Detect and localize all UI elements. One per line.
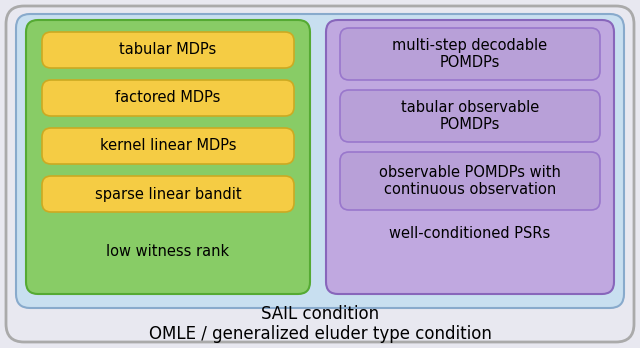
Text: tabular MDPs: tabular MDPs bbox=[120, 42, 216, 57]
Text: factored MDPs: factored MDPs bbox=[115, 90, 221, 105]
Text: sparse linear bandit: sparse linear bandit bbox=[95, 187, 241, 201]
Text: well-conditioned PSRs: well-conditioned PSRs bbox=[389, 227, 550, 242]
FancyBboxPatch shape bbox=[42, 80, 294, 116]
FancyBboxPatch shape bbox=[16, 14, 624, 308]
Text: tabular observable
POMDPs: tabular observable POMDPs bbox=[401, 100, 539, 132]
Text: SAIL condition: SAIL condition bbox=[261, 305, 379, 323]
FancyBboxPatch shape bbox=[340, 28, 600, 80]
Text: multi-step decodable
POMDPs: multi-step decodable POMDPs bbox=[392, 38, 548, 70]
Text: kernel linear MDPs: kernel linear MDPs bbox=[100, 139, 236, 153]
FancyBboxPatch shape bbox=[42, 128, 294, 164]
FancyBboxPatch shape bbox=[42, 32, 294, 68]
Text: observable POMDPs with
continuous observation: observable POMDPs with continuous observ… bbox=[379, 165, 561, 197]
FancyBboxPatch shape bbox=[42, 176, 294, 212]
Text: low witness rank: low witness rank bbox=[106, 245, 230, 260]
Text: OMLE / generalized eluder type condition: OMLE / generalized eluder type condition bbox=[148, 325, 492, 343]
FancyBboxPatch shape bbox=[340, 90, 600, 142]
FancyBboxPatch shape bbox=[326, 20, 614, 294]
FancyBboxPatch shape bbox=[6, 6, 634, 342]
FancyBboxPatch shape bbox=[26, 20, 310, 294]
FancyBboxPatch shape bbox=[340, 152, 600, 210]
